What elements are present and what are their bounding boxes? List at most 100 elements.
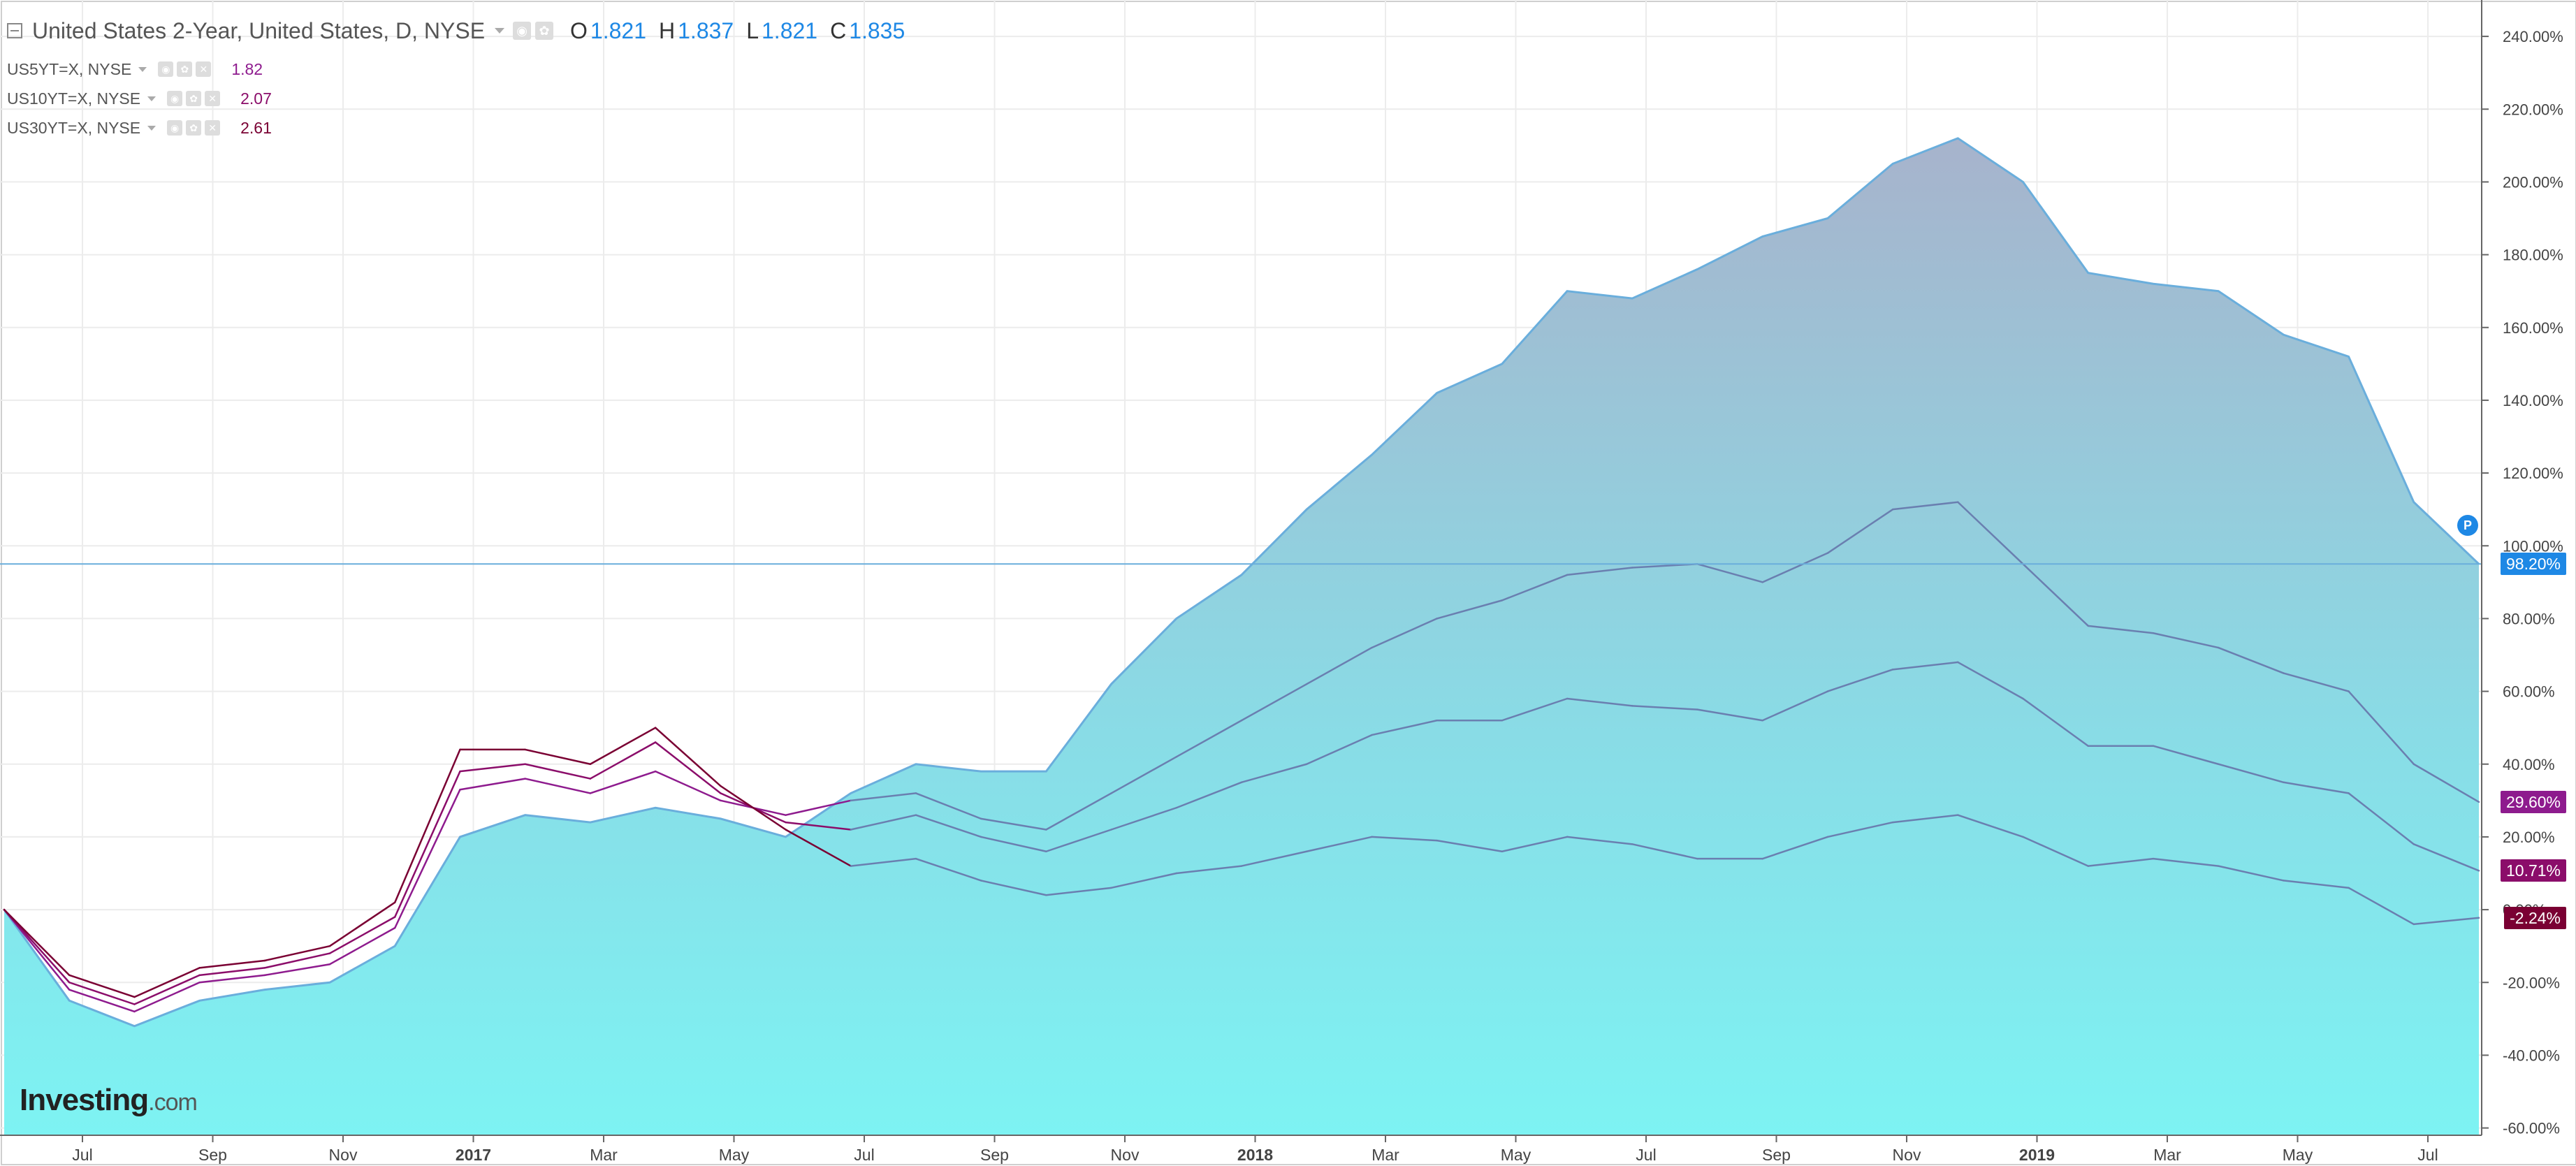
gear-icon[interactable]: ✿ bbox=[186, 91, 202, 106]
ohlc-close-value: 1.835 bbox=[849, 17, 905, 43]
eye-icon[interactable]: ◉ bbox=[167, 91, 183, 106]
series-line-us10y-segment bbox=[1566, 697, 1633, 707]
chevron-down-icon[interactable] bbox=[147, 125, 157, 131]
series-lines bbox=[3, 137, 2480, 1028]
gear-icon[interactable]: ✿ bbox=[177, 61, 193, 77]
series-line-us5y-segment bbox=[1696, 563, 1763, 583]
series-line-us10y-segment bbox=[1957, 661, 2024, 700]
series-line-us10y-segment bbox=[1240, 763, 1308, 784]
series-line-us5y-segment bbox=[2283, 672, 2350, 692]
series-line-us10y-segment bbox=[1761, 690, 1829, 722]
collapse-legend-button[interactable] bbox=[7, 23, 22, 38]
y-tick-label: -20.00% bbox=[2503, 974, 2560, 991]
series-line-us30y-segment bbox=[1110, 872, 1178, 889]
series-line-us5y-segment bbox=[915, 792, 982, 820]
logo-brand: Investing bbox=[20, 1083, 149, 1117]
comparison-label[interactable]: US5YT=X, NYSE bbox=[7, 59, 132, 78]
series-line-us5y-segment bbox=[654, 770, 722, 802]
chevron-down-icon[interactable] bbox=[495, 28, 505, 34]
series-line-us30y-segment bbox=[3, 908, 71, 977]
x-tick-label: 2017 bbox=[456, 1146, 491, 1164]
comparison-row-us5y: US5YT=X, NYSE ◉ ✿ ✕ 1.82 bbox=[7, 54, 905, 84]
series-line-us30y-segment bbox=[1826, 821, 1894, 838]
series-line-us5y-segment bbox=[2217, 646, 2285, 674]
x-tick-label: Jul bbox=[2417, 1146, 2438, 1164]
comparison-value: 2.07 bbox=[240, 89, 272, 108]
main-symbol-row: United States 2-Year, United States, D, … bbox=[7, 7, 905, 54]
series-line-us5y-segment bbox=[1761, 552, 1829, 583]
y-tick-label: 180.00% bbox=[2503, 247, 2563, 264]
series-line-us10y-segment bbox=[459, 763, 526, 773]
y-tick-label: -40.00% bbox=[2503, 1047, 2560, 1064]
comparison-value: 2.61 bbox=[240, 118, 272, 137]
x-tick-label: 2019 bbox=[2019, 1146, 2055, 1164]
series-line-us5y-segment bbox=[198, 974, 266, 984]
series-line-us30y-segment bbox=[2283, 880, 2350, 889]
series-line-us30y-segment bbox=[1371, 836, 1438, 842]
x-tick-label: Mar bbox=[590, 1146, 618, 1164]
chart-legend: United States 2-Year, United States, D, … bbox=[7, 7, 905, 143]
series-line-us10y-segment bbox=[328, 916, 396, 954]
series-line-us10y-segment bbox=[2152, 745, 2220, 765]
series-line-us30y-segment bbox=[394, 748, 461, 903]
eye-icon[interactable]: ◉ bbox=[513, 22, 532, 40]
series-line-us2y bbox=[3, 137, 2480, 1028]
comparison-label[interactable]: US30YT=X, NYSE bbox=[7, 118, 141, 137]
comparison-label[interactable]: US10YT=X, NYSE bbox=[7, 89, 141, 108]
series-line-us10y-segment bbox=[1371, 720, 1438, 736]
close-icon[interactable]: ✕ bbox=[205, 120, 221, 136]
series-line-us30y-segment bbox=[589, 727, 657, 765]
series-line-us10y-segment bbox=[915, 814, 982, 838]
series-line-us30y-segment bbox=[980, 880, 1047, 896]
series-line-us30y-segment bbox=[263, 945, 331, 962]
ohlc-low-key: L bbox=[746, 17, 759, 43]
series-line-us30y-segment bbox=[1761, 836, 1829, 860]
x-tick-label: Jul bbox=[1636, 1146, 1656, 1164]
y-tick-label: 20.00% bbox=[2503, 829, 2555, 846]
series-line-us30y-segment bbox=[1566, 836, 1633, 845]
series-line-us30y-segment bbox=[850, 857, 917, 867]
x-tick-label: May bbox=[719, 1146, 750, 1164]
close-icon[interactable]: ✕ bbox=[205, 91, 221, 106]
chevron-down-icon[interactable] bbox=[147, 96, 157, 101]
series-line-us5y-segment bbox=[1891, 501, 1959, 511]
x-axis: Jul Sep Nov 2017 Mar May Jul Sep Nov 2018 Mar May Ju… bbox=[0, 1135, 2482, 1164]
x-tick-label: Jul bbox=[72, 1146, 92, 1164]
close-icon[interactable]: ✕ bbox=[196, 61, 212, 77]
series-line-us10y-segment bbox=[1891, 661, 1959, 671]
gear-icon[interactable]: ✿ bbox=[535, 22, 554, 40]
series-line-us5y-segment bbox=[1045, 792, 1112, 831]
series-line-us10y-segment bbox=[1110, 807, 1178, 831]
series-line-us5y-segment bbox=[1110, 756, 1178, 794]
series-line-us10y-segment bbox=[133, 974, 201, 1005]
eye-icon[interactable]: ◉ bbox=[158, 61, 174, 77]
ohlc-open-key: O bbox=[570, 17, 588, 43]
series-line-us5y-segment bbox=[394, 788, 461, 929]
series-line-us5y-segment bbox=[1371, 618, 1438, 649]
series-line-us30y-segment bbox=[1045, 887, 1112, 896]
series-line-us30y-segment bbox=[785, 829, 852, 867]
price-badge-icon[interactable]: P bbox=[2457, 515, 2478, 536]
eye-icon[interactable]: ◉ bbox=[167, 120, 183, 136]
x-tick-label: Nov bbox=[1111, 1146, 1140, 1164]
series-line-us5y-segment bbox=[589, 770, 657, 794]
gear-icon[interactable]: ✿ bbox=[186, 120, 202, 136]
ohlc-open-value: 1.821 bbox=[590, 17, 647, 43]
series-line-us10y-segment bbox=[1045, 829, 1112, 852]
comparison-row-us10y: US10YT=X, NYSE ◉ ✿ ✕ 2.07 bbox=[7, 84, 905, 113]
y-tick-label: -60.00% bbox=[2503, 1120, 2560, 1137]
series-line-us30y-segment bbox=[1957, 814, 2024, 838]
main-symbol-title[interactable]: United States 2-Year, United States, D, … bbox=[32, 17, 486, 43]
chevron-down-icon[interactable] bbox=[138, 66, 147, 72]
series-line-us5y-segment bbox=[524, 778, 592, 794]
y-tick-label: 240.00% bbox=[2503, 28, 2563, 45]
series-line-us5y-segment bbox=[328, 926, 396, 965]
y-tick-label: 140.00% bbox=[2503, 392, 2563, 409]
series-line-us5y-segment bbox=[1566, 567, 1633, 576]
series-line-us5y-segment bbox=[1826, 508, 1894, 554]
series-line-us30y-segment bbox=[1501, 836, 1569, 852]
series-line-us30y-segment bbox=[524, 748, 592, 765]
series-line-us30y-segment bbox=[1240, 850, 1308, 867]
y-tick-label: 120.00% bbox=[2503, 465, 2563, 482]
